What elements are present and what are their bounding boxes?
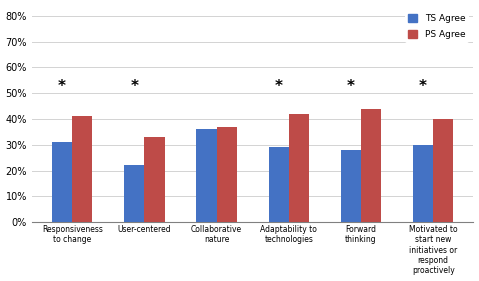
Bar [72, 116, 92, 222]
Bar [196, 129, 217, 222]
Bar [269, 147, 289, 222]
Text: *: * [130, 79, 138, 94]
Text: *: * [347, 79, 355, 94]
Legend: TS Agree, PS Agree: TS Agree, PS Agree [405, 10, 469, 43]
Bar [217, 127, 237, 222]
Text: *: * [419, 79, 427, 94]
Bar [341, 150, 361, 222]
Bar [124, 165, 144, 222]
Bar [361, 109, 381, 222]
Bar [144, 137, 165, 222]
Bar [52, 142, 72, 222]
Bar [413, 145, 433, 222]
Text: *: * [274, 79, 283, 94]
Bar [289, 114, 309, 222]
Text: *: * [58, 79, 66, 94]
Bar [433, 119, 454, 222]
